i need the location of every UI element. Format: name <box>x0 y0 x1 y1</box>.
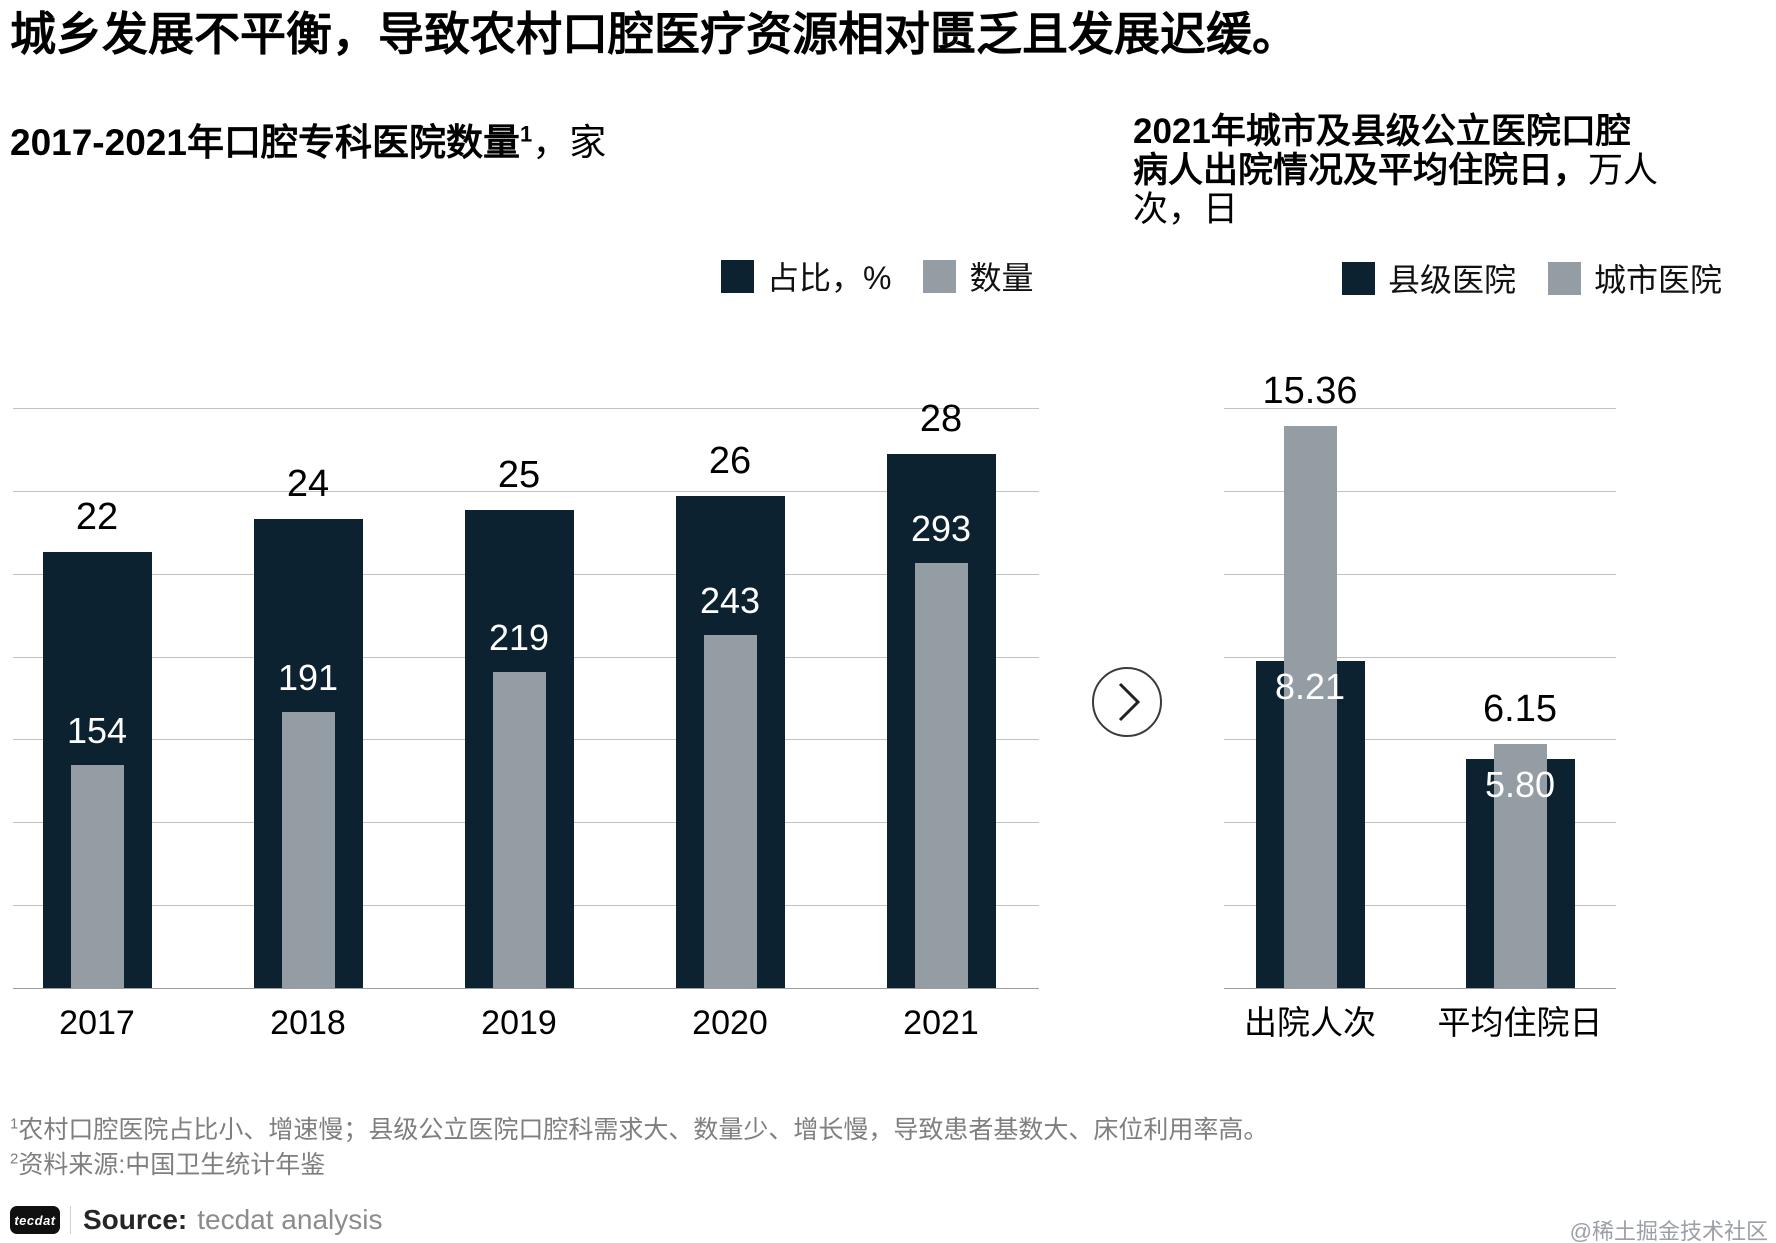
right-chart-legend: 县级医院 城市医院 <box>1342 255 1722 301</box>
chevron-right-circle-icon <box>1092 667 1162 737</box>
value-label: 154 <box>66 710 128 751</box>
value-label: 219 <box>488 617 550 658</box>
legend-swatch-city <box>1548 261 1582 295</box>
legend-label-county: 县级医院 <box>1388 262 1517 298</box>
value-label: 243 <box>699 580 761 621</box>
bar <box>914 563 968 988</box>
gridline <box>1224 739 1616 740</box>
right-chart-title-line: 2021年城市及县级公立医院口腔 <box>1133 112 1631 151</box>
left-chart-legend: 占比，% 数量 <box>721 253 1033 299</box>
axis-baseline <box>13 988 1039 989</box>
watermark: @稀土掘金技术社区 <box>1569 1219 1768 1243</box>
bar <box>1283 426 1337 988</box>
gridline <box>1224 822 1616 823</box>
category-label: 平均住院日 <box>1437 1004 1603 1041</box>
left-chart-title-bold: 2017-2021年口腔专科医院数量 <box>10 122 520 163</box>
footnote-marker-1: 1 <box>519 121 533 147</box>
source-label: Source: <box>83 1204 188 1235</box>
value-label: 26 <box>708 440 752 482</box>
value-label: 8.21 <box>1274 666 1346 707</box>
category-label: 2019 <box>481 1004 557 1042</box>
legend-swatch-count <box>923 259 957 293</box>
value-label: 6.15 <box>1483 688 1557 730</box>
footnote-2: 2资料来源:中国卫生统计年鉴 <box>10 1150 326 1179</box>
bar <box>70 765 124 988</box>
gridline <box>1224 491 1616 492</box>
left-chart-title-unit: ，家 <box>532 122 607 163</box>
value-label: 25 <box>497 454 541 496</box>
right-chart-title: 2021年城市及县级公立医院口腔 病人出院情况及平均住院日，万人 次，日 <box>1133 112 1658 229</box>
gridline <box>1224 408 1616 409</box>
bar <box>703 635 757 988</box>
category-label: 2021 <box>903 1004 979 1042</box>
axis-baseline <box>1224 988 1616 989</box>
value-label: 293 <box>910 508 972 549</box>
tecdat-logo: tecdat <box>10 1206 60 1234</box>
gridline <box>1224 905 1616 906</box>
footnote-1: 1农村口腔医院占比小、增速慢；县级公立医院口腔科需求大、数量少、增长慢，导致患者… <box>10 1115 1269 1144</box>
bar <box>281 712 335 988</box>
category-label: 2020 <box>692 1004 768 1042</box>
value-label: 5.80 <box>1484 764 1556 805</box>
value-label: 15.36 <box>1262 370 1358 412</box>
legend-label-city: 城市医院 <box>1594 262 1723 298</box>
bar <box>492 672 546 988</box>
right-chart-title-line: 次，日 <box>1133 190 1239 229</box>
left-chart-title: 2017-2021年口腔专科医院数量1，家 <box>10 112 606 166</box>
divider <box>70 1206 71 1234</box>
legend-swatch-pct <box>721 259 754 293</box>
value-label: 191 <box>277 657 339 698</box>
category-label: 出院人次 <box>1244 1004 1376 1041</box>
value-label: 24 <box>286 463 330 505</box>
source-text: tecdat analysis <box>197 1204 383 1235</box>
gridline <box>13 491 1039 492</box>
gridline <box>13 408 1039 409</box>
right-chart-title-line: 病人出院情况及平均住院日，万人 <box>1133 151 1659 190</box>
legend-label-count: 数量 <box>969 260 1034 296</box>
value-label: 22 <box>75 496 119 538</box>
value-label: 28 <box>919 398 963 440</box>
category-label: 2017 <box>59 1004 135 1042</box>
category-label: 2018 <box>270 1004 346 1042</box>
legend-label-pct: 占比，% <box>767 260 892 296</box>
gridline <box>1224 657 1616 658</box>
gridline <box>1224 574 1616 575</box>
bar <box>1493 744 1547 988</box>
legend-swatch-county <box>1342 261 1375 295</box>
page-title: 城乡发展不平衡，导致农村口腔医疗资源相对匮乏且发展迟缓。 <box>10 8 1298 60</box>
source-row: tecdat Source: tecdat analysis <box>10 1204 382 1236</box>
